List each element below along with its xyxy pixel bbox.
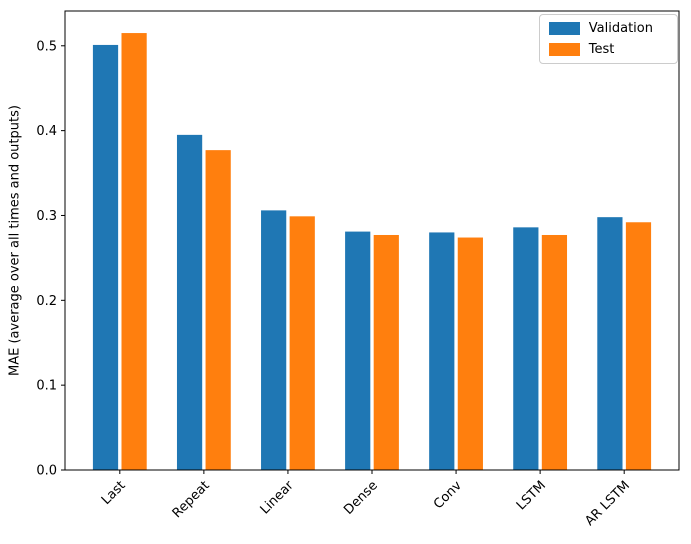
x-tick-label-ar-lstm: AR LSTM <box>582 478 633 529</box>
x-tick-label-lstm: LSTM <box>514 478 549 513</box>
legend-item-validation: Validation <box>548 21 667 36</box>
y-tick-label: 0.0 <box>36 464 57 479</box>
x-tick-label-last: Last <box>99 478 129 508</box>
bar-test-ar-lstm <box>625 222 652 470</box>
bar-test-conv <box>457 237 483 470</box>
bar-validation-linear <box>261 210 287 470</box>
bar-validation-ar-lstm <box>597 217 623 470</box>
y-tick-label: 0.1 <box>36 379 57 394</box>
legend-label-validation: Validation <box>588 21 653 36</box>
bar-validation-dense <box>345 231 371 470</box>
bar-validation-conv <box>429 232 455 470</box>
y-tick-label: 0.4 <box>36 124 57 139</box>
y-axis-label: MAE (average over all times and outputs) <box>7 105 23 376</box>
bar-validation-repeat <box>176 134 203 470</box>
bar-test-linear <box>289 216 315 470</box>
legend-swatch-validation <box>548 22 580 35</box>
axes-frame <box>64 10 680 471</box>
bar-validation-lstm <box>513 227 539 470</box>
x-tick-label-conv: Conv <box>431 478 465 512</box>
legend-label-test: Test <box>588 42 615 57</box>
y-tick-label: 0.5 <box>36 39 57 54</box>
bar-test-repeat <box>205 150 231 470</box>
x-tick-label-dense: Dense <box>341 478 381 518</box>
bar-validation-last <box>92 44 119 470</box>
bar-test-lstm <box>541 234 568 470</box>
legend-item-test: Test <box>548 42 667 57</box>
bar-test-dense <box>373 234 399 470</box>
x-tick-label-linear: Linear <box>258 478 298 518</box>
y-tick-label: 0.2 <box>36 294 57 309</box>
y-tick-label: 0.3 <box>36 209 57 224</box>
bar-test-last <box>121 33 147 471</box>
legend: Validation Test <box>538 14 678 64</box>
legend-swatch-test <box>548 43 580 56</box>
x-tick-label-repeat: Repeat <box>170 478 213 521</box>
